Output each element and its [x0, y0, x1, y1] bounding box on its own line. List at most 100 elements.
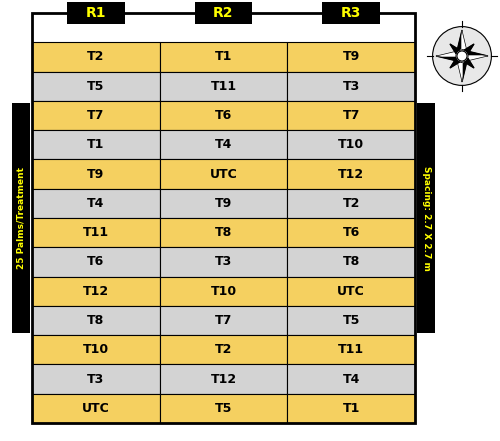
- Text: T1: T1: [342, 402, 360, 415]
- Text: R3: R3: [341, 6, 361, 20]
- Bar: [32, 71, 160, 101]
- Bar: [32, 394, 160, 423]
- Bar: [160, 42, 288, 71]
- Bar: [32, 189, 160, 218]
- Bar: [288, 277, 415, 306]
- Text: T2: T2: [87, 50, 104, 64]
- Text: T4: T4: [215, 138, 232, 151]
- Polygon shape: [459, 44, 474, 59]
- Bar: [322, 2, 380, 24]
- Bar: [288, 130, 415, 160]
- Bar: [160, 71, 288, 101]
- Bar: [32, 160, 160, 189]
- Polygon shape: [462, 56, 468, 82]
- Text: T11: T11: [83, 226, 109, 239]
- Bar: [160, 306, 288, 335]
- Text: UTC: UTC: [82, 402, 110, 415]
- Bar: [288, 71, 415, 101]
- Bar: [160, 189, 288, 218]
- Text: T11: T11: [338, 343, 364, 356]
- Bar: [160, 364, 288, 394]
- Bar: [417, 103, 435, 333]
- Bar: [32, 13, 415, 423]
- Text: T7: T7: [215, 314, 232, 327]
- Text: T12: T12: [83, 285, 109, 298]
- Text: T3: T3: [87, 373, 104, 385]
- Polygon shape: [462, 30, 468, 56]
- Circle shape: [432, 26, 492, 86]
- Bar: [288, 364, 415, 394]
- Text: T12: T12: [338, 168, 364, 180]
- Bar: [160, 218, 288, 247]
- Text: T6: T6: [87, 255, 104, 269]
- Text: T1: T1: [87, 138, 104, 151]
- Bar: [288, 189, 415, 218]
- Text: T5: T5: [87, 80, 104, 93]
- Bar: [288, 42, 415, 71]
- Text: T10: T10: [210, 285, 236, 298]
- Bar: [160, 335, 288, 364]
- Bar: [160, 394, 288, 423]
- Bar: [288, 306, 415, 335]
- Polygon shape: [456, 56, 462, 82]
- Text: T8: T8: [215, 226, 232, 239]
- Text: T5: T5: [215, 402, 232, 415]
- Text: R1: R1: [86, 6, 106, 20]
- Text: T7: T7: [342, 109, 360, 122]
- Text: T4: T4: [342, 373, 360, 385]
- Text: T6: T6: [215, 109, 232, 122]
- Text: T8: T8: [87, 314, 104, 327]
- Text: T2: T2: [215, 343, 232, 356]
- Polygon shape: [456, 30, 462, 56]
- Text: T12: T12: [210, 373, 236, 385]
- Bar: [32, 277, 160, 306]
- Text: T9: T9: [87, 168, 104, 180]
- Polygon shape: [459, 53, 474, 68]
- Circle shape: [457, 51, 467, 61]
- Bar: [32, 247, 160, 277]
- Bar: [160, 247, 288, 277]
- Text: T6: T6: [342, 226, 360, 239]
- Bar: [32, 306, 160, 335]
- Bar: [160, 277, 288, 306]
- Text: T10: T10: [83, 343, 109, 356]
- Bar: [67, 2, 124, 24]
- Bar: [288, 101, 415, 130]
- Text: 25 Palms/Treatment: 25 Palms/Treatment: [16, 167, 26, 269]
- Text: T2: T2: [342, 197, 360, 210]
- Text: Spacing: 2.7 X 2.7 m: Spacing: 2.7 X 2.7 m: [422, 165, 430, 270]
- Text: T5: T5: [342, 314, 360, 327]
- Bar: [32, 101, 160, 130]
- Bar: [32, 364, 160, 394]
- Bar: [160, 101, 288, 130]
- Text: UTC: UTC: [338, 285, 365, 298]
- Bar: [288, 335, 415, 364]
- Bar: [32, 130, 160, 160]
- Text: T4: T4: [87, 197, 104, 210]
- Text: T7: T7: [87, 109, 104, 122]
- Text: T9: T9: [215, 197, 232, 210]
- Bar: [288, 247, 415, 277]
- Polygon shape: [450, 44, 465, 59]
- Polygon shape: [462, 50, 488, 56]
- Text: T3: T3: [342, 80, 360, 93]
- Text: T10: T10: [338, 138, 364, 151]
- Polygon shape: [450, 53, 465, 68]
- Bar: [195, 2, 252, 24]
- Polygon shape: [436, 56, 462, 62]
- Polygon shape: [462, 56, 488, 62]
- Text: T9: T9: [342, 50, 360, 64]
- Text: R2: R2: [213, 6, 234, 20]
- Bar: [288, 394, 415, 423]
- Text: T8: T8: [342, 255, 360, 269]
- Bar: [160, 160, 288, 189]
- Text: T11: T11: [210, 80, 236, 93]
- Bar: [288, 160, 415, 189]
- Bar: [288, 218, 415, 247]
- Text: T3: T3: [215, 255, 232, 269]
- Text: UTC: UTC: [210, 168, 238, 180]
- Text: T1: T1: [215, 50, 232, 64]
- Bar: [160, 130, 288, 160]
- Bar: [32, 335, 160, 364]
- Bar: [32, 218, 160, 247]
